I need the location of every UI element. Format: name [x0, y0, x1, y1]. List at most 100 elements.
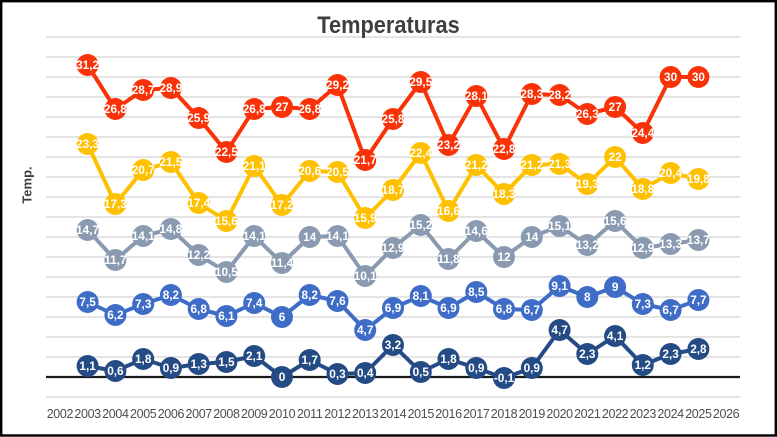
- svg-text:7,3: 7,3: [635, 297, 652, 311]
- svg-text:2008: 2008: [213, 407, 240, 421]
- svg-text:2025: 2025: [685, 407, 712, 421]
- svg-text:0: 0: [279, 370, 286, 384]
- svg-text:6,8: 6,8: [496, 302, 513, 316]
- svg-text:14,7: 14,7: [76, 223, 99, 237]
- svg-text:15,6: 15,6: [215, 214, 238, 228]
- svg-text:0,9: 0,9: [163, 361, 180, 375]
- svg-text:7,6: 7,6: [329, 294, 346, 308]
- svg-text:10,1: 10,1: [354, 269, 377, 283]
- svg-text:12,9: 12,9: [631, 241, 654, 255]
- svg-text:8: 8: [584, 290, 591, 304]
- svg-text:20,6: 20,6: [298, 164, 321, 178]
- svg-text:21,7: 21,7: [354, 153, 377, 167]
- svg-text:17,4: 17,4: [187, 196, 210, 210]
- svg-text:1,8: 1,8: [135, 352, 152, 366]
- svg-text:0,3: 0,3: [329, 367, 346, 381]
- svg-text:2012: 2012: [324, 407, 351, 421]
- svg-text:14,8: 14,8: [159, 222, 182, 236]
- svg-text:28,9: 28,9: [159, 81, 182, 95]
- svg-text:15,1: 15,1: [548, 219, 571, 233]
- svg-text:2002: 2002: [47, 407, 74, 421]
- svg-text:22,8: 22,8: [493, 142, 516, 156]
- svg-text:2013: 2013: [352, 407, 379, 421]
- svg-text:29,2: 29,2: [326, 78, 349, 92]
- svg-text:2,3: 2,3: [579, 347, 596, 361]
- svg-text:21,5: 21,5: [159, 155, 182, 169]
- svg-text:-0,1: -0,1: [494, 371, 515, 385]
- svg-text:23,3: 23,3: [76, 137, 99, 151]
- svg-text:0,6: 0,6: [107, 364, 124, 378]
- svg-text:6,9: 6,9: [440, 301, 457, 315]
- svg-text:26,8: 26,8: [243, 102, 266, 116]
- svg-text:26,8: 26,8: [104, 102, 127, 116]
- svg-text:20,7: 20,7: [132, 163, 155, 177]
- svg-text:20,5: 20,5: [326, 165, 349, 179]
- svg-text:14: 14: [303, 230, 317, 244]
- svg-text:2,1: 2,1: [246, 349, 263, 363]
- svg-text:1,7: 1,7: [301, 353, 318, 367]
- svg-text:2018: 2018: [491, 407, 518, 421]
- svg-text:12: 12: [497, 250, 511, 264]
- svg-text:4,7: 4,7: [357, 323, 374, 337]
- svg-text:2016: 2016: [435, 407, 462, 421]
- svg-text:25,9: 25,9: [187, 111, 210, 125]
- svg-text:7,5: 7,5: [79, 295, 96, 309]
- svg-text:7,3: 7,3: [135, 297, 152, 311]
- svg-text:0,5: 0,5: [413, 365, 430, 379]
- svg-text:13,3: 13,3: [659, 237, 682, 251]
- svg-text:0,9: 0,9: [468, 361, 485, 375]
- svg-text:2020: 2020: [546, 407, 573, 421]
- svg-text:21,1: 21,1: [243, 159, 266, 173]
- svg-text:9,1: 9,1: [551, 279, 568, 293]
- svg-text:17,2: 17,2: [271, 198, 294, 212]
- svg-text:26,3: 26,3: [576, 107, 599, 121]
- svg-text:11,8: 11,8: [437, 252, 460, 266]
- svg-text:10,5: 10,5: [215, 265, 238, 279]
- svg-text:18,3: 18,3: [493, 187, 516, 201]
- svg-text:8,1: 8,1: [413, 289, 430, 303]
- svg-text:13,2: 13,2: [576, 238, 599, 252]
- svg-text:8,2: 8,2: [301, 288, 318, 302]
- svg-text:6,8: 6,8: [190, 302, 207, 316]
- svg-text:1,8: 1,8: [440, 352, 457, 366]
- svg-text:2015: 2015: [408, 407, 435, 421]
- svg-text:14: 14: [525, 230, 539, 244]
- svg-text:18,7: 18,7: [382, 183, 405, 197]
- svg-text:6,7: 6,7: [662, 303, 679, 317]
- svg-text:12,2: 12,2: [187, 248, 210, 262]
- svg-text:14,6: 14,6: [465, 224, 488, 238]
- svg-text:28,7: 28,7: [132, 83, 155, 97]
- svg-text:30: 30: [664, 70, 678, 84]
- svg-text:11,4: 11,4: [271, 256, 294, 270]
- svg-text:12,9: 12,9: [382, 241, 405, 255]
- svg-text:13,7: 13,7: [687, 233, 710, 247]
- svg-text:27: 27: [275, 100, 289, 114]
- svg-text:6: 6: [279, 310, 286, 324]
- svg-text:2003: 2003: [74, 407, 101, 421]
- svg-text:31,2: 31,2: [76, 58, 99, 72]
- svg-text:6,7: 6,7: [524, 303, 541, 317]
- svg-text:2005: 2005: [130, 407, 157, 421]
- svg-text:28,1: 28,1: [465, 89, 488, 103]
- svg-text:2021: 2021: [574, 407, 601, 421]
- svg-text:Temp.: Temp.: [20, 166, 35, 203]
- svg-text:28,2: 28,2: [548, 88, 571, 102]
- svg-text:24,4: 24,4: [631, 126, 654, 140]
- svg-text:0,9: 0,9: [524, 361, 541, 375]
- svg-text:2022: 2022: [602, 407, 629, 421]
- svg-text:7,7: 7,7: [690, 293, 707, 307]
- svg-text:9: 9: [612, 280, 619, 294]
- svg-text:26,8: 26,8: [298, 102, 321, 116]
- svg-text:2023: 2023: [630, 407, 657, 421]
- svg-text:2007: 2007: [185, 407, 212, 421]
- svg-text:11,7: 11,7: [104, 253, 127, 267]
- svg-text:25,8: 25,8: [382, 112, 405, 126]
- svg-text:2006: 2006: [158, 407, 185, 421]
- svg-text:0,4: 0,4: [357, 366, 374, 380]
- svg-text:19,3: 19,3: [576, 177, 599, 191]
- svg-text:17,3: 17,3: [104, 197, 127, 211]
- svg-text:6,9: 6,9: [385, 301, 402, 315]
- svg-text:14,1: 14,1: [326, 229, 349, 243]
- svg-text:19,8: 19,8: [687, 172, 710, 186]
- svg-text:2010: 2010: [269, 407, 296, 421]
